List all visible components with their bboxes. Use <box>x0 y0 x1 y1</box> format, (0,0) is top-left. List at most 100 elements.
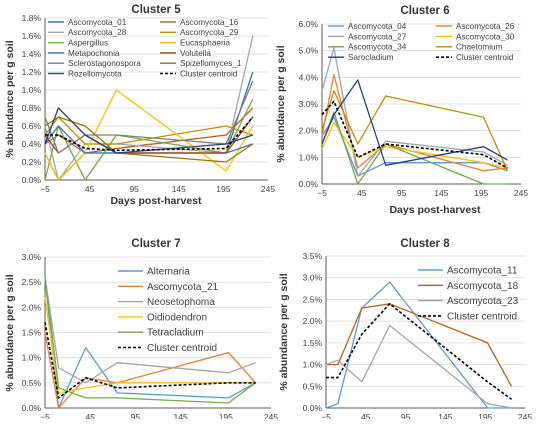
legend-label: Ascomycota_01 <box>68 18 127 27</box>
series-line <box>44 116 254 163</box>
y-tick-label: 2.5% <box>303 294 323 304</box>
legend-label: Cluster centroid <box>456 53 514 62</box>
y-tick-label: 1.0% <box>299 152 319 162</box>
series-line <box>321 122 508 169</box>
y-tick-label: 0.6% <box>22 121 42 131</box>
legend-label: Ascomycota_21 <box>147 282 219 293</box>
series-line <box>44 277 256 404</box>
legend-label: Eucasphaeria <box>180 38 231 47</box>
legend-label: Rozellomycota <box>68 69 122 78</box>
legend-label: Chaetomium <box>456 43 503 52</box>
chart-panel-8: 0.0% 0.5% 1.0% 1.5% 2.0% 2.5% 3.0% 3.5% −5 45 95 14… <box>278 238 532 422</box>
y-tick-label: 3.0% <box>299 99 319 109</box>
series-line <box>326 302 512 400</box>
x-tick-label: 245 <box>264 412 278 419</box>
x-tick-label: −5 <box>40 412 50 419</box>
y-tick-label: 1.8% <box>22 13 42 23</box>
y-tick-label: 1.0% <box>22 85 42 95</box>
legend-label: Cluster centroid <box>147 343 217 354</box>
chart-title: Cluster 7 <box>131 238 180 250</box>
series-line <box>321 79 508 166</box>
legend-label: Ascomycota_11 <box>447 266 518 277</box>
legend-label: Ascomycota_04 <box>348 22 407 31</box>
series-line <box>321 100 508 169</box>
x-tick-label: 245 <box>261 184 275 194</box>
series-line <box>321 47 508 177</box>
x-tick-label: 195 <box>478 412 492 419</box>
x-tick-label: 45 <box>85 184 95 194</box>
y-axis-label: % abundance per g soil <box>275 45 287 162</box>
series-line <box>44 125 254 154</box>
series-line <box>44 297 256 394</box>
series-line <box>321 74 508 172</box>
y-tick-label: 0.0% <box>22 403 42 413</box>
y-tick-label: 0.2% <box>22 157 42 167</box>
x-axis-label: Days post-harvest <box>110 195 202 207</box>
y-tick-label: 3.0% <box>303 273 323 283</box>
legend-label: Volutella <box>180 49 211 58</box>
y-tick-label: 1.5% <box>303 338 323 348</box>
x-tick-label: 95 <box>129 184 139 194</box>
x-tick-label: −5 <box>317 188 327 198</box>
series-line <box>44 322 256 399</box>
x-tick-label: 95 <box>131 412 141 419</box>
y-tick-label: 1.4% <box>22 49 42 59</box>
y-axis-label: % abundance per g soil <box>278 273 290 390</box>
x-tick-label: 195 <box>216 184 230 194</box>
series-line <box>325 281 512 409</box>
series-line <box>44 80 254 154</box>
x-tick-label: 45 <box>85 412 95 419</box>
legend-label: Oidiodendron <box>147 312 207 323</box>
y-axis-label: % abundance per g soil <box>4 40 16 157</box>
series-line <box>321 90 509 171</box>
legend-label: Aspergillus <box>68 38 108 47</box>
legend-label: Ascomycota_29 <box>180 28 239 37</box>
x-tick-label: 95 <box>397 188 407 198</box>
chart-panel-5: 0.0% 0.2% 0.4% 0.6% 0.8% 1.0% 1.2% 1.4% 1.6% 1.8%… <box>4 4 275 207</box>
y-tick-label: 0.0% <box>303 403 323 413</box>
y-tick-label: 6.0% <box>299 19 319 29</box>
x-tick-label: 45 <box>357 188 367 198</box>
y-axis-label: % abundance per g soil <box>4 274 16 391</box>
series-line <box>321 111 508 185</box>
legend: Alternaria Ascomycota_21 Neosetophoma Oidio… <box>118 267 219 354</box>
y-tick-label: 3.0% <box>22 252 42 262</box>
x-tick-label: 195 <box>219 412 233 419</box>
series-line <box>44 277 256 384</box>
x-tick-label: 195 <box>474 188 488 198</box>
y-tick-label: 1.5% <box>22 328 42 338</box>
legend-label: Ascomycota_18 <box>447 281 519 292</box>
legend-label: Sclerostagonospora <box>68 59 141 68</box>
legend-label: Spizellomyces_1 <box>180 59 242 68</box>
legend-label: Ascomycota_23 <box>447 296 519 307</box>
series-line <box>45 116 254 152</box>
y-tick-label: 2.5% <box>22 277 42 287</box>
series-line <box>44 332 257 409</box>
legend-label: Ascomycota_27 <box>348 32 407 41</box>
y-tick-label: 3.5% <box>303 251 323 261</box>
series-line <box>325 324 512 409</box>
legend-label: Alternaria <box>147 267 190 278</box>
y-tick-label: 1.0% <box>22 353 42 363</box>
legend-label: Cluster centroid <box>447 311 517 322</box>
x-tick-label: 245 <box>518 412 532 419</box>
legend: Ascomycota_11 Ascomycota_18 Ascomycota_23 C… <box>418 266 519 322</box>
x-tick-label: 95 <box>401 412 411 419</box>
legend-label: Ascomycota_26 <box>456 22 515 31</box>
series-line <box>326 303 513 387</box>
x-tick-label: 45 <box>361 412 371 419</box>
x-tick-label: 145 <box>174 412 188 419</box>
chart-title: Cluster 5 <box>131 4 181 16</box>
x-tick-label: 145 <box>438 412 452 419</box>
x-tick-label: −5 <box>321 412 331 419</box>
series-line <box>44 89 254 181</box>
legend-label: Metapochonia <box>68 49 120 58</box>
legend-label: Neosetophoma <box>147 297 215 308</box>
x-tick-label: 245 <box>514 188 528 198</box>
chart-panel-7: 0.0% 0.5% 1.0% 1.5% 2.0% 2.5% 3.0% −5 45 95 145 195… <box>4 238 278 422</box>
y-tick-label: 0.4% <box>22 139 42 149</box>
x-axis-label: Days post-harvest <box>389 204 481 216</box>
y-tick-label: 1.6% <box>22 31 42 41</box>
